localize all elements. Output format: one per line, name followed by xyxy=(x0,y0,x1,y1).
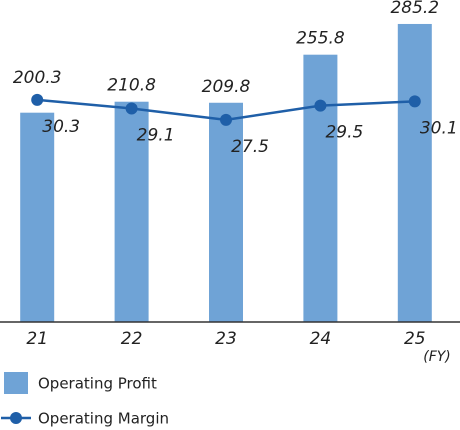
x-tick-label: 25 xyxy=(404,329,426,349)
bar-value-label: 209.8 xyxy=(202,77,251,97)
line-point xyxy=(125,102,138,115)
legend-label: Operating Profit xyxy=(38,375,157,393)
line-value-label: 27.5 xyxy=(231,137,269,157)
line-value-label: 30.1 xyxy=(420,118,458,138)
line-point xyxy=(220,113,232,126)
bar xyxy=(209,102,243,322)
legend-swatch xyxy=(4,372,28,394)
bar xyxy=(114,101,149,323)
x-tick-label: 24 xyxy=(310,329,332,349)
line-value-label: 30.3 xyxy=(42,117,80,137)
bar xyxy=(20,112,55,323)
x-unit: (FY) xyxy=(423,349,451,365)
bar-value-label: 210.8 xyxy=(107,76,156,96)
legend-label: Operating Margin xyxy=(38,410,169,428)
legend-dot xyxy=(10,412,22,424)
bar xyxy=(397,23,432,322)
bar-value-label: 255.8 xyxy=(296,29,345,49)
line-value-label: 29.5 xyxy=(325,123,363,143)
bar-value-label: 285.2 xyxy=(390,0,439,18)
line-point xyxy=(314,99,327,112)
bar xyxy=(303,54,338,323)
x-tick-label: 23 xyxy=(215,329,237,349)
bar-value-label: 200.3 xyxy=(13,68,62,88)
x-tick-label: 21 xyxy=(26,329,48,349)
line-point xyxy=(31,93,44,106)
line-value-label: 29.1 xyxy=(137,125,175,145)
line-point xyxy=(408,95,421,108)
x-tick-label: 22 xyxy=(121,329,143,349)
